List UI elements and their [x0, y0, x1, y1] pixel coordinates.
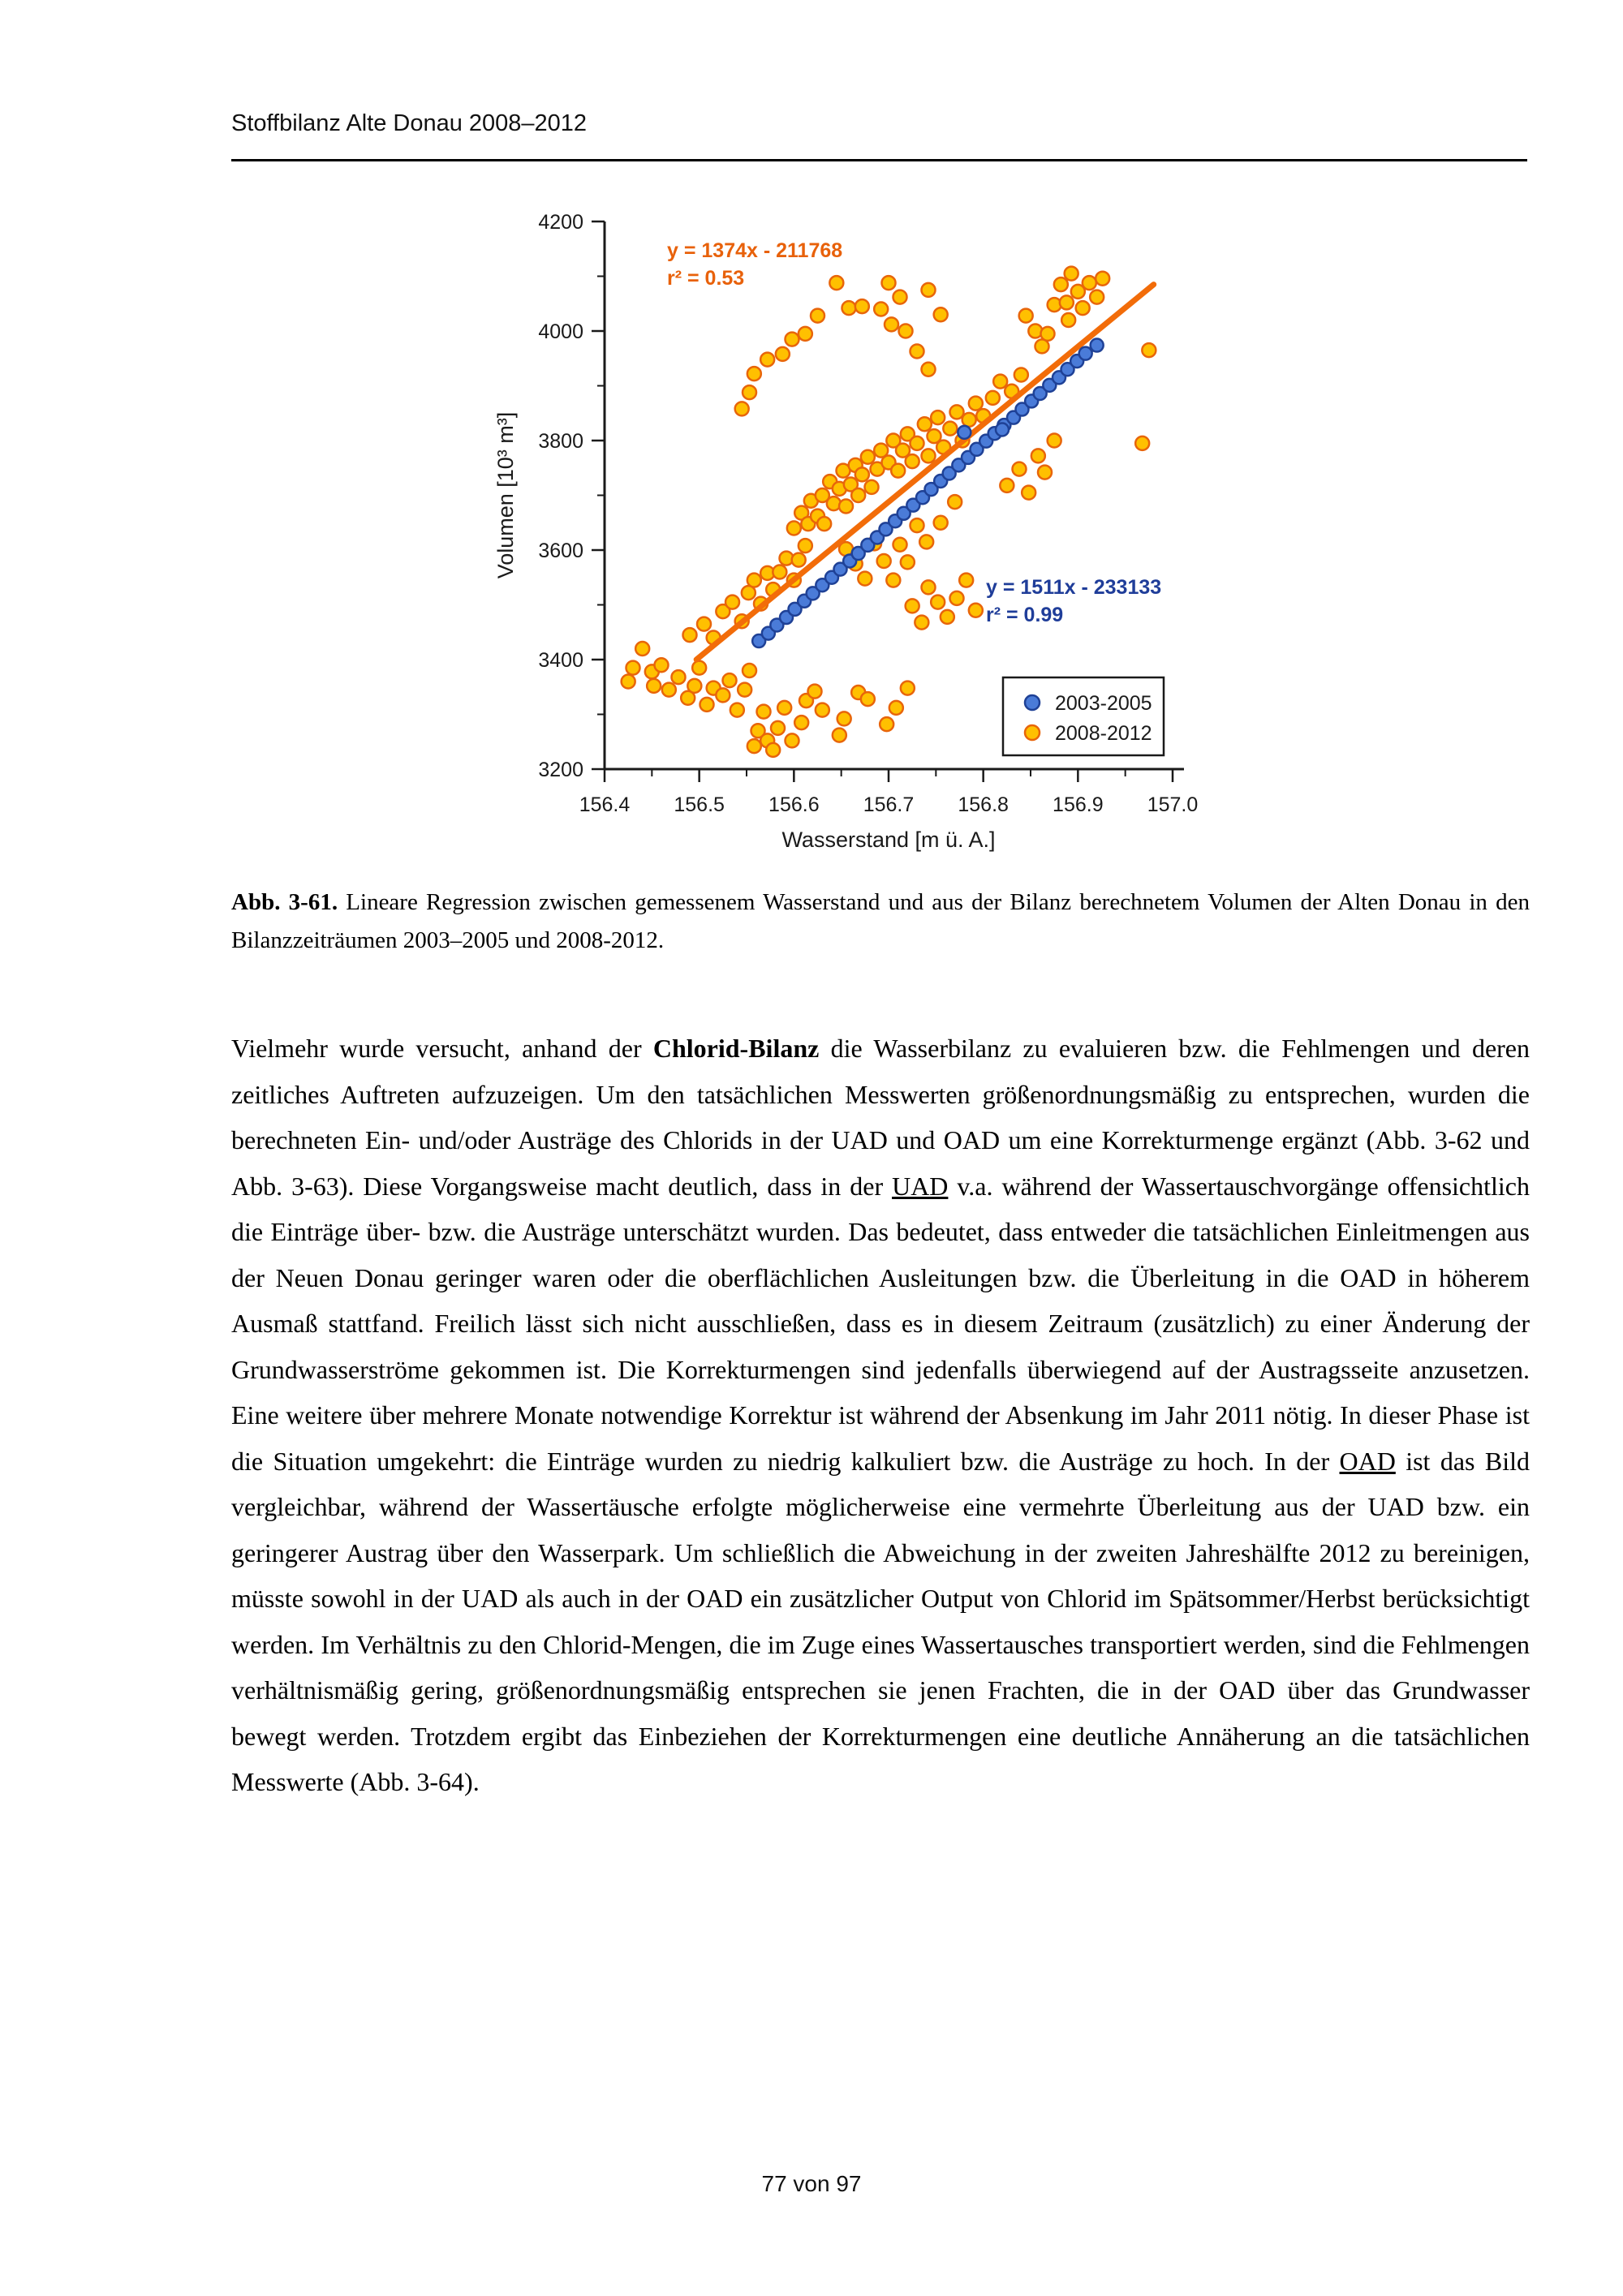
y-tick-label: 3200 [538, 759, 583, 781]
body-text-run: ist das Bild vergleichbar, während der W… [231, 1446, 1530, 1797]
y-tick-label: 3800 [538, 430, 583, 453]
legend-marker-2008-2012 [1023, 724, 1041, 742]
series-2008-2012-points [620, 265, 1157, 759]
trendline-2008-2012 [693, 282, 1157, 663]
body-text-run: Vielmehr wurde versucht, anhand der [231, 1034, 653, 1063]
page-header: Stoffbilanz Alte Donau 2008–2012 [231, 110, 1527, 137]
body-bold-term: Chlorid-Bilanz [652, 1034, 820, 1063]
legend-label-2008-2012: 2008-2012 [1055, 722, 1152, 745]
x-tick-label: 156.5 [674, 793, 725, 816]
figure-caption: Abb. 3-61. Lineare Regression zwischen g… [231, 884, 1530, 960]
scatter-chart: 3200 3400 3600 3800 4000 4200 156.4 156.5 156.6 1… [493, 211, 1198, 852]
body-text-run: v.a. während der Wassertauschvorgänge of… [231, 1171, 1530, 1476]
y-tick-label: 4200 [538, 211, 583, 234]
x-axis-title: Wasserstand [m ü. A.] [781, 828, 995, 852]
legend-label-2003-2005: 2003-2005 [1055, 692, 1152, 715]
legend-marker-2003-2005 [1023, 694, 1041, 712]
body-underlined-term: UAD [892, 1171, 949, 1201]
x-tick-label: 156.7 [863, 793, 915, 816]
legend: 2003-2005 2008-2012 [1001, 676, 1165, 757]
svg-text:r² = 0.53: r² = 0.53 [667, 267, 744, 290]
svg-text:y = 1374x - 211768: y = 1374x - 211768 [667, 239, 842, 262]
equation-2003-2005: y = 1511x - 233133 r² = 0.99 [986, 576, 1161, 626]
x-tick-label: 156.8 [958, 793, 1009, 816]
figure-3-61: 3200 3400 3600 3800 4000 4200 156.4 156.5 156.6 1… [454, 191, 1233, 864]
y-tick-label: 3400 [538, 649, 583, 672]
body-underlined-term: OAD [1339, 1446, 1396, 1476]
y-tick-label: 4000 [538, 320, 583, 343]
page-number: 77 von 97 [761, 2171, 862, 2196]
figure-caption-label: Abb. 3-61. [231, 889, 338, 915]
body-text-run: die Wasserbilanz zu evaluieren bzw. die … [231, 1034, 1530, 1201]
body-paragraph: Vielmehr wurde versucht, anhand der Chlo… [231, 1025, 1530, 1805]
page-header-title: Stoffbilanz Alte Donau 2008–2012 [231, 110, 588, 136]
equation-2008-2012: y = 1374x - 211768 r² = 0.53 [667, 239, 842, 290]
svg-text:r² = 0.99: r² = 0.99 [986, 604, 1063, 626]
x-tick-label: 157.0 [1147, 793, 1199, 816]
x-tick-label: 156.9 [1053, 793, 1104, 816]
header-rule [231, 159, 1527, 161]
y-axis-title: Volumen [10³ m³] [493, 412, 518, 579]
svg-text:y = 1511x - 233133: y = 1511x - 233133 [986, 576, 1161, 599]
page-footer: 77 von 97 [0, 2171, 1623, 2197]
axes: 3200 3400 3600 3800 4000 4200 156.4 156.5 156.6 1… [538, 211, 1198, 816]
figure-caption-text: Lineare Regression zwischen gemessenem W… [231, 889, 1530, 953]
x-tick-label: 156.6 [768, 793, 820, 816]
series-2003-2005-points [751, 338, 1104, 649]
x-tick-label: 156.4 [579, 793, 631, 816]
y-tick-label: 3600 [538, 540, 583, 562]
